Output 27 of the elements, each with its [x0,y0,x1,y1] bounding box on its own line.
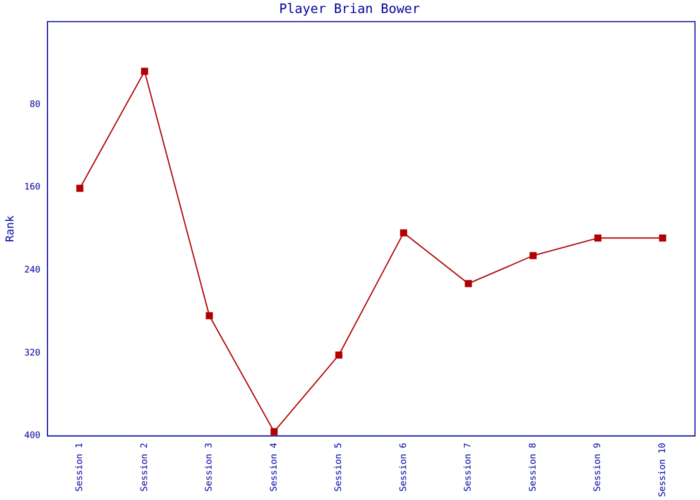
x-tick-label: Session 10 [658,442,668,498]
x-tick-label: Session 3 [204,442,215,492]
y-axis-title: Rank [3,215,16,242]
point [206,312,213,320]
x-tick-label: Session 2 [140,442,150,492]
y-tick-label: 240 [24,265,40,276]
point [464,280,472,288]
chart-title: Player Brian Bower [279,2,420,18]
point [594,234,602,242]
point [76,184,84,192]
point [335,352,342,359]
x-tick-label: Session 9 [593,442,604,492]
x-tick-label: Session 5 [334,442,344,492]
y-tick-label: 80 [30,100,40,110]
point [270,428,278,436]
x-tick-label: Session 8 [528,442,538,492]
point [400,229,408,236]
y-tick-label: 320 [24,348,40,358]
point [141,68,148,75]
x-tick-label: Session 4 [269,442,280,492]
y-tick-label: 400 [24,431,40,442]
point [659,234,666,242]
point [530,252,537,260]
x-tick-label: Session 7 [464,442,474,492]
y-tick-label: 160 [24,182,40,193]
x-tick-label: Session 6 [398,442,409,492]
x-tick-label: Session 1 [75,442,86,492]
